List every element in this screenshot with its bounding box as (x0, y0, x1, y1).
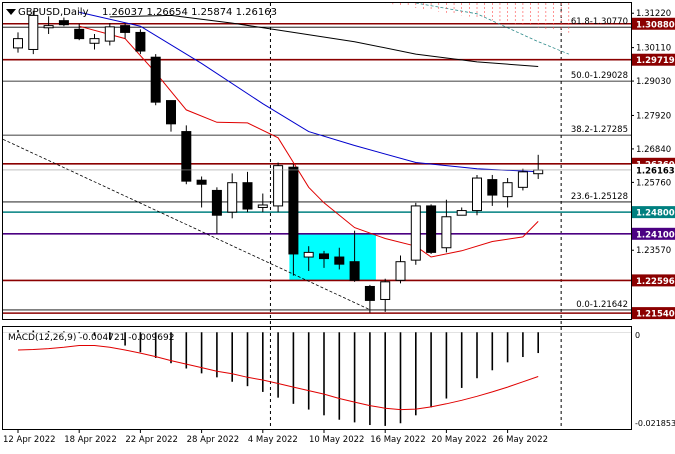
current-price-box-bg (632, 163, 675, 176)
candle-body (395, 261, 406, 281)
candle-body (227, 182, 238, 213)
x-tick-label: 4 May 2022 (248, 435, 298, 445)
ma-black-line (109, 14, 539, 67)
candle-body (120, 25, 131, 33)
candle-body (441, 216, 452, 249)
candle-body (211, 189, 222, 216)
candle-body (150, 56, 161, 103)
x-tick-label: 12 Apr 2022 (3, 435, 56, 445)
candle-body (43, 25, 54, 29)
fib-label-3: 23.6-1.25128 (571, 192, 628, 202)
candle-body (334, 256, 345, 265)
candle-body (502, 182, 513, 198)
x-tick-label: 28 Apr 2022 (187, 435, 240, 445)
candle-body (533, 169, 544, 175)
candle-body (181, 131, 192, 182)
level-price-box: 1.30880 (636, 20, 675, 30)
candle-body (104, 26, 115, 42)
macd-axis-top: 0 (635, 331, 640, 340)
collapse-triangle-icon[interactable] (6, 9, 16, 15)
fib-label-2: 38.2-1.27285 (571, 125, 628, 135)
candle-body (196, 179, 207, 185)
y-tick-label: 1.25760 (636, 178, 671, 188)
symbol-label: GBPUSD,Daily (18, 7, 89, 18)
level-price-box: 1.21540 (636, 310, 675, 320)
candle-body (319, 253, 329, 260)
candle-body (135, 31, 146, 52)
level-price-box-bg (632, 227, 675, 240)
level-price-box: 1.29719 (636, 56, 675, 66)
candle-body (487, 179, 498, 196)
ma-red-line (79, 25, 539, 258)
x-tick-label: 22 Apr 2022 (125, 435, 178, 445)
candle-body (273, 165, 284, 207)
level-price-box-bg (632, 274, 675, 287)
candle-body (166, 100, 176, 125)
candle-body (410, 205, 421, 261)
candle-body (74, 28, 85, 40)
ohlc-label: 1.26037 1.26654 1.25874 1.26163 (102, 7, 277, 18)
candle-body (456, 210, 467, 216)
candle-body (426, 205, 437, 253)
candle-body (288, 166, 299, 255)
level-price-box: 1.24100 (636, 230, 675, 240)
candle-body (303, 251, 314, 258)
y-tick-label: 1.26840 (636, 145, 671, 155)
y-tick-label: 1.31220 (636, 9, 671, 19)
macd-axis-bottom: -0.021853 (635, 419, 675, 428)
ma-blue-line (79, 11, 539, 173)
macd-label: MACD(12,26,9) -0.004721 -0.009692 (8, 333, 174, 343)
level-price-box-bg (632, 307, 675, 320)
macd-pane-frame (2, 326, 632, 430)
candle-body (13, 38, 23, 49)
candle-body (242, 182, 253, 210)
level-price-box: 1.22596 (636, 277, 675, 287)
macd-signal-line (17, 345, 539, 411)
candle-body (472, 177, 482, 212)
fib-label-1: 50.0-1.29028 (571, 71, 628, 81)
level-price-box: 1.24800 (636, 209, 675, 219)
level-price-box-bg (632, 53, 675, 66)
level-price-box-bg (632, 17, 675, 30)
candle-body (517, 171, 528, 188)
candle-body (58, 20, 69, 26)
y-tick-label: 1.29030 (636, 77, 671, 87)
x-tick-label: 20 May 2022 (431, 435, 486, 445)
x-tick-label: 26 May 2022 (493, 435, 548, 445)
fib-label-4: 0.0-1.21642 (576, 300, 628, 310)
candle-body (380, 281, 391, 300)
candle-body (28, 14, 39, 50)
main-pane-frame (2, 2, 632, 320)
candle-body (89, 38, 100, 44)
y-tick-label: 1.27920 (636, 111, 671, 121)
support-zone (289, 233, 376, 281)
x-tick-label: 18 Apr 2022 (64, 435, 117, 445)
header: GBPUSD,Daily 1.26037 1.26654 1.25874 1.2… (6, 7, 277, 18)
y-tick-label: 1.23570 (636, 246, 671, 256)
level-price-box-bg (632, 206, 675, 219)
candle-body (257, 204, 268, 208)
candle-body (364, 285, 375, 301)
candle-body (349, 261, 360, 281)
x-tick-label: 10 May 2022 (309, 435, 364, 445)
x-tick-label: 16 May 2022 (370, 435, 425, 445)
fib-label-0: 61.8-1.30770 (571, 17, 628, 27)
current-price-box: 1.26163 (636, 166, 675, 176)
y-tick-label: 1.30110 (636, 44, 671, 54)
trendline (2, 138, 371, 311)
